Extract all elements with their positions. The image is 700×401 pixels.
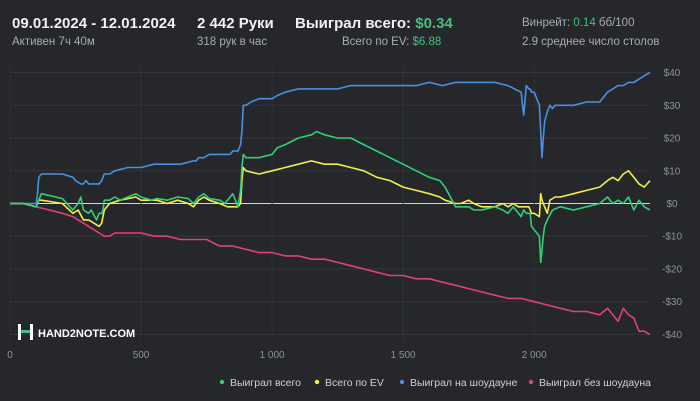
x-tick-label: 1 000	[260, 350, 285, 361]
won-total: Выиграл всего: $0.34	[295, 15, 453, 32]
logo-text: HAND2NOTE.COM	[38, 328, 135, 340]
y-tick-label: $20	[664, 134, 681, 145]
y-tick-label: -$20	[662, 264, 682, 275]
winrate-unit: бб/100	[598, 17, 635, 29]
hands-count: 2 442 Руки	[197, 15, 274, 32]
hand2note-logo-icon	[18, 324, 33, 340]
avg-tables: 2.9 среднее число столов	[522, 36, 660, 48]
grid-lines	[9, 66, 650, 341]
ev-total-label: Всего по EV:	[342, 36, 410, 48]
x-tick-label: 2 000	[522, 350, 547, 361]
legend-label: Выиграл на шоудауне	[410, 377, 517, 389]
won-total-label: Выиграл всего:	[295, 15, 412, 32]
legend-label: Выиграл всего	[230, 377, 301, 389]
y-tick-label: $30	[664, 101, 681, 112]
legend-label: Всего по EV	[325, 377, 384, 389]
legend-marker	[528, 379, 534, 385]
active-time: Активен 7ч 40м	[12, 36, 95, 48]
won-total-value: $0.34	[415, 15, 453, 32]
series-line	[10, 130, 651, 264]
series-line	[10, 71, 651, 205]
y-tick-label: -$30	[662, 297, 682, 308]
y-tick-label: $0	[666, 199, 678, 210]
x-tick-label: 500	[133, 350, 150, 361]
y-tick-label: -$40	[662, 330, 682, 341]
winrate: Винрейт: 0.14 бб/100	[522, 17, 634, 29]
legend: Выиграл всего Всего по EV Выиграл на шоуда…	[219, 377, 651, 389]
stats-header: 09.01.2024 - 12.01.2024 Активен 7ч 40м 2…	[0, 0, 700, 56]
x-axis: 0 500 1 000 1 500 2 000	[7, 350, 547, 361]
winrate-value: 0.14	[573, 17, 596, 29]
x-tick-label: 1 500	[391, 350, 416, 361]
date-range: 09.01.2024 - 12.01.2024	[12, 15, 176, 32]
profit-chart: $40 $30 $20 $10 $0 -$10 -$20 -$30 -$40 0 500 1 000…	[7, 66, 682, 389]
graph-panel: $40 $30 $20 $10 $0 -$10 -$20 -$30 -$40 0 500 1 000…	[0, 56, 700, 401]
logo: HAND2NOTE.COM	[18, 324, 135, 340]
ev-total-value: $6.88	[412, 36, 442, 48]
ev-total: Всего по EV: $6.88	[342, 36, 441, 48]
legend-label: Выиграл без шоудауна	[539, 377, 651, 389]
series-lines	[10, 71, 651, 336]
series-line	[10, 160, 651, 228]
y-tick-label: -$10	[662, 232, 682, 243]
legend-marker	[314, 379, 320, 385]
legend-marker	[399, 379, 405, 385]
series-line	[10, 202, 651, 336]
hands-per-hour: 318 рук в час	[197, 36, 268, 48]
y-tick-label: $10	[664, 166, 681, 177]
winrate-label: Винрейт:	[522, 17, 571, 29]
x-tick-label: 0	[7, 350, 13, 361]
y-axis: $40 $30 $20 $10 $0 -$10 -$20 -$30 -$40	[662, 68, 682, 341]
legend-marker	[219, 379, 225, 385]
y-tick-label: $40	[664, 68, 681, 79]
